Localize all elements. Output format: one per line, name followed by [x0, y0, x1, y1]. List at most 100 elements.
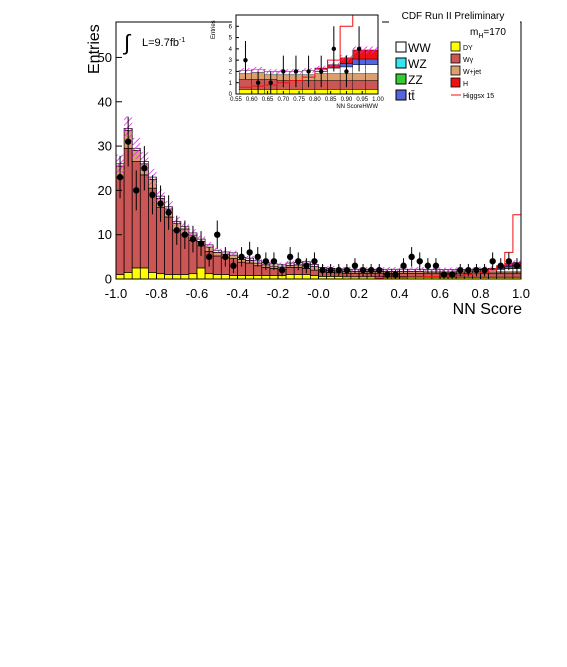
x-tick-label-9: 1.00	[372, 97, 384, 103]
data-point-26	[327, 266, 334, 274]
bar-W-29	[350, 272, 360, 278]
data-point-4	[149, 191, 156, 199]
legend-left-column: WW WZ ZZ tt̄	[395, 41, 431, 103]
x-tick-label-1: -0.8	[145, 286, 167, 301]
data-point-37	[416, 258, 423, 265]
bar-DY-24	[310, 275, 319, 280]
data-point-25	[319, 266, 326, 274]
legend-label-1: WZ	[408, 57, 427, 71]
data-point-32	[376, 266, 383, 274]
main-axis-ticks: -1.0 -0.8 -0.6 -0.4 -0.2 -0.0 0.2 0.4 0.6 0.8 1.00…	[98, 50, 531, 301]
y-tick-label-1: 1	[229, 81, 233, 87]
bar-DY-7	[172, 274, 182, 280]
data-point-16	[246, 249, 253, 256]
data-point-28	[343, 266, 351, 274]
x-tick-label-2: -0.6	[186, 286, 208, 301]
bar-W-37	[415, 272, 425, 278]
y-tick-label-6: 6	[229, 24, 233, 30]
legend-swatch-r-1	[450, 53, 461, 64]
legend-swatch-3	[395, 89, 407, 101]
legend-label-r-0: DY	[463, 45, 473, 52]
bar-DY-9	[352, 89, 366, 95]
header-box	[389, 8, 520, 23]
bar-W-9	[352, 80, 366, 90]
x-tick-label-10: 1.0	[512, 286, 530, 301]
bar-W+jet-14	[229, 254, 238, 259]
bar-DY-4	[289, 89, 303, 95]
x-tick-label-4: 0.75	[293, 97, 305, 103]
data-point-23	[303, 262, 310, 269]
data-point-9	[189, 235, 197, 243]
bar-W+jet-7	[327, 73, 341, 81]
bar-DY-21	[285, 274, 295, 280]
legend-swatch-r-2	[450, 65, 461, 76]
bar-tt-10	[365, 58, 379, 65]
bar-W-48	[504, 273, 514, 278]
y-tick-label-2: 20	[98, 183, 112, 198]
legend-label-2: ZZ	[408, 73, 423, 87]
bar-DY-18	[261, 275, 271, 280]
data-point-6	[165, 209, 172, 216]
data-point-45	[481, 266, 488, 274]
data-point-22	[295, 258, 302, 265]
bar-W-49	[512, 273, 522, 278]
legend-swatch-r-0	[450, 41, 461, 52]
legend-swatch-r-3	[450, 77, 461, 88]
bar-W-35	[399, 272, 408, 278]
main-x-axis-label: NN Score	[453, 301, 522, 318]
main-y-axis-label: Entries	[86, 24, 103, 74]
bar-DY-9	[188, 273, 198, 280]
bar-DY-0	[115, 274, 125, 280]
bar-DY-3	[139, 267, 149, 280]
legend-right-column: DY Wγ W+jet H Higgsx 15	[450, 41, 494, 100]
bar-DY-5	[302, 89, 316, 95]
legend-label-0: WW	[408, 41, 431, 55]
bar-W-24	[310, 269, 319, 276]
data-point-48	[505, 258, 513, 265]
header-title: CDF Run II Preliminary	[402, 11, 505, 22]
bar-W-21	[285, 267, 295, 275]
bar-DY-6	[314, 89, 328, 95]
data-point-20	[278, 266, 286, 274]
bar-DY-8	[180, 274, 190, 280]
data-point-2	[133, 187, 140, 194]
data-point-41	[448, 271, 456, 278]
bar-DY-13	[220, 274, 230, 280]
bar-DY-19	[269, 275, 279, 280]
bar-W-7	[327, 80, 341, 90]
data-point-8	[344, 69, 349, 74]
luminosity-label: L=9.7fb-1	[142, 37, 185, 49]
bar-W-1	[123, 147, 133, 273]
legend-label-3: tt̄	[408, 89, 415, 103]
data-point-19	[270, 258, 278, 265]
y-tick-label-1: 10	[98, 227, 112, 242]
data-point-2	[268, 80, 273, 85]
bar-W-17	[253, 265, 263, 276]
y-tick-label-3: 30	[98, 139, 112, 154]
x-tick-label-4: -0.2	[267, 286, 289, 301]
data-point-17	[254, 253, 261, 261]
inset-axis-ticks: 0.55 0.60 0.65 0.70 0.75 0.80 0.85 0.90 0.95 1.00…	[229, 24, 385, 103]
data-point-33	[384, 271, 391, 278]
data-point-30	[359, 266, 367, 274]
data-point-1	[124, 138, 132, 145]
bar-W+jet-9	[352, 73, 366, 81]
legend-label-r-2: W+jet	[463, 69, 481, 76]
uncertainty-bin-41	[448, 267, 457, 272]
data-point-29	[351, 262, 359, 269]
legend-swatch-2	[395, 73, 407, 85]
uncertainty-bin-40	[440, 267, 449, 272]
data-point-47	[497, 262, 504, 269]
bar-DY-2	[131, 267, 141, 280]
bar-DY-11	[204, 273, 214, 280]
x-tick-label-7: 0.90	[341, 97, 353, 103]
data-point-1	[255, 80, 261, 85]
bar-DY-7	[327, 89, 341, 95]
uncertainty-bin-36	[407, 267, 416, 272]
data-point-21	[286, 253, 294, 261]
inset-y-axis-label: Entries	[211, 20, 217, 39]
bar-DY-10	[365, 89, 379, 95]
x-tick-label-1: 0.60	[246, 97, 258, 103]
y-tick-label-5: 5	[229, 36, 233, 42]
bar-DY-15	[237, 275, 246, 280]
